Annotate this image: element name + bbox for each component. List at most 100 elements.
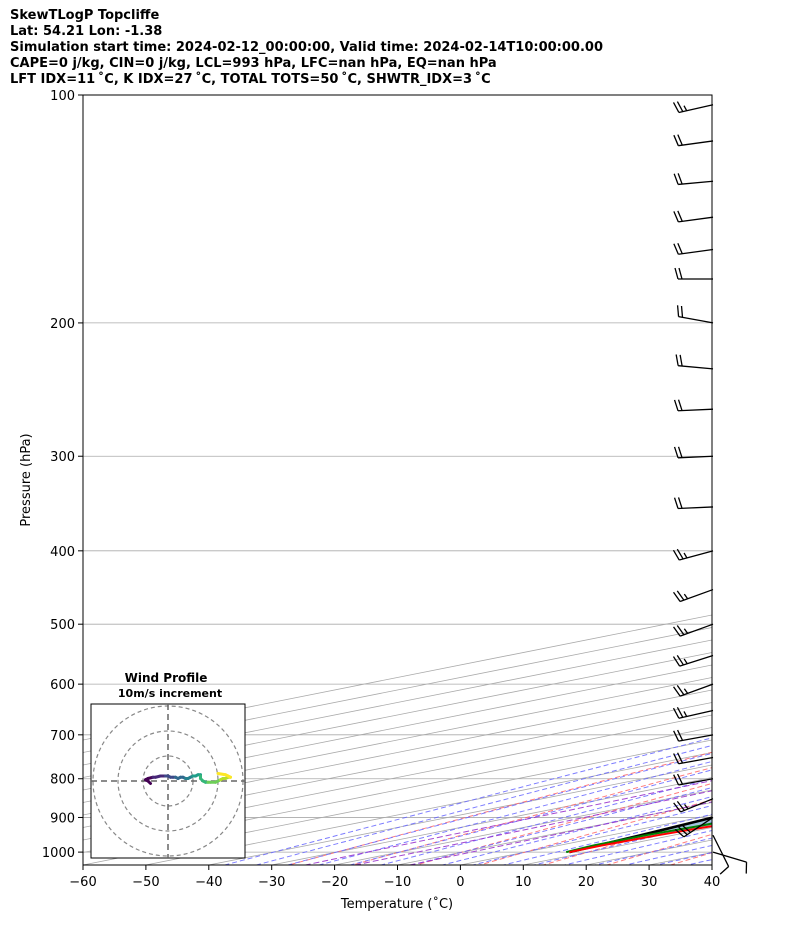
barb-flag: [676, 625, 685, 636]
barb-staff: [678, 180, 714, 186]
barb-staff: [678, 104, 714, 114]
moist-adiabat: [254, 744, 712, 865]
barb-flag: [676, 101, 684, 112]
barb-half-flag: [683, 711, 688, 717]
barb-flag: [676, 590, 685, 601]
x-tick-label: −30: [258, 875, 285, 890]
y-tick-label: 700: [50, 729, 75, 744]
wind-barb: [673, 729, 714, 742]
barb-half-flag: [683, 552, 688, 559]
mixing-ratio-layer: [302, 780, 712, 865]
barb-staff: [679, 588, 714, 603]
barb-flag: [679, 354, 683, 367]
barb-half-flag: [683, 658, 688, 665]
barb-half-flag: [683, 688, 689, 694]
x-axis-label: Temperature (˚C): [340, 896, 453, 912]
barb-flag: [673, 774, 680, 786]
y-tick-label: 300: [50, 450, 75, 465]
wind-barb: [673, 134, 714, 147]
barb-flag: [676, 773, 684, 785]
wind-barb: [674, 267, 713, 280]
moist-adiabat: [501, 813, 712, 865]
dry-adiabat: [605, 833, 712, 865]
y-axis-label: Pressure (hPa): [19, 433, 34, 526]
barb-staff: [679, 683, 714, 697]
wind-barb: [672, 706, 714, 719]
moist-adiabat: [222, 737, 712, 865]
x-tick-label: 20: [578, 875, 595, 890]
wind-barb: [672, 654, 714, 667]
barb-staff: [678, 709, 714, 719]
wind-barb: [673, 798, 714, 813]
barb-flag: [673, 243, 679, 255]
barb-flag: [676, 548, 684, 560]
barb-staff: [712, 851, 747, 863]
barb-half-flag: [683, 628, 689, 634]
y-tick-label: 800: [50, 773, 75, 788]
dry-adiabat: [477, 799, 712, 865]
x-tick-label: 0: [456, 875, 464, 890]
mixing-ratio-line: [353, 790, 712, 865]
barb-staff: [680, 798, 714, 813]
barb-flag: [673, 173, 679, 185]
axis-tick-layer: −60 −50 −40 −30 −20 −10 0 10 20 30 40 100 200 300 400 5…: [42, 89, 720, 890]
barb-half-flag: [684, 803, 689, 810]
barb-flag: [677, 497, 683, 509]
moist-adiabat-layer: [222, 737, 712, 865]
moist-adiabat: [285, 752, 712, 865]
barb-flag: [680, 305, 684, 318]
barb-flag: [673, 211, 679, 223]
wind-barb: [672, 623, 714, 637]
barb-flag: [673, 134, 679, 146]
wind-barb: [676, 305, 714, 324]
inset-subtitle: 10m/s increment: [118, 687, 222, 700]
barb-flag: [719, 866, 730, 875]
dry-adiabat-layer: [286, 60, 794, 883]
barb-flag: [677, 242, 683, 254]
wind-barb: [674, 816, 714, 838]
barb-flag: [674, 828, 685, 838]
barb-staff: [712, 834, 730, 867]
dry-adiabat: [738, 60, 794, 883]
isotherm: [709, 864, 712, 865]
dewpoint-line: [565, 822, 712, 854]
barb-flag: [673, 446, 679, 459]
barb-flag: [678, 267, 683, 280]
barb-flag: [676, 729, 684, 741]
inset-title: Wind Profile: [125, 671, 208, 685]
time-line: Simulation start time: 2024-02-12_00:00:…: [10, 40, 603, 55]
barb-flag: [673, 802, 682, 813]
y-tick-label: 600: [50, 678, 75, 693]
barb-staff: [678, 778, 714, 786]
isotherm: [83, 739, 712, 865]
barb-flag: [677, 399, 683, 411]
moist-adiabat: [654, 852, 712, 865]
barb-flag: [676, 752, 684, 764]
x-tick-label: −60: [69, 875, 96, 890]
dry-adiabat: [286, 751, 712, 865]
x-tick-label: −20: [321, 875, 348, 890]
moist-adiabat: [317, 760, 712, 865]
barb-flag: [676, 305, 680, 317]
barb-staff: [678, 734, 714, 742]
barb-flag: [677, 446, 683, 458]
y-tick-label: 100: [50, 89, 75, 104]
location-line: Lat: 54.21 Lon: -1.38: [10, 24, 163, 39]
barb-flag: [674, 267, 679, 280]
y-tick-label: 400: [50, 545, 75, 560]
barb-flag: [673, 399, 679, 411]
wind-barb: [712, 834, 730, 875]
moist-adiabat: [409, 787, 712, 865]
barb-flag: [672, 626, 681, 637]
barb-flag: [672, 686, 681, 697]
wind-barb: [672, 101, 714, 114]
wind-barb: [673, 399, 714, 412]
barb-staff: [679, 654, 714, 667]
x-tick-label: −10: [384, 875, 411, 890]
barb-flag: [672, 656, 681, 667]
wind-barb: [672, 683, 714, 697]
wind-profile-inset: Wind Profile 10m/s increment: [90, 671, 246, 859]
wind-barb: [673, 173, 714, 186]
wind-barb: [712, 851, 748, 874]
